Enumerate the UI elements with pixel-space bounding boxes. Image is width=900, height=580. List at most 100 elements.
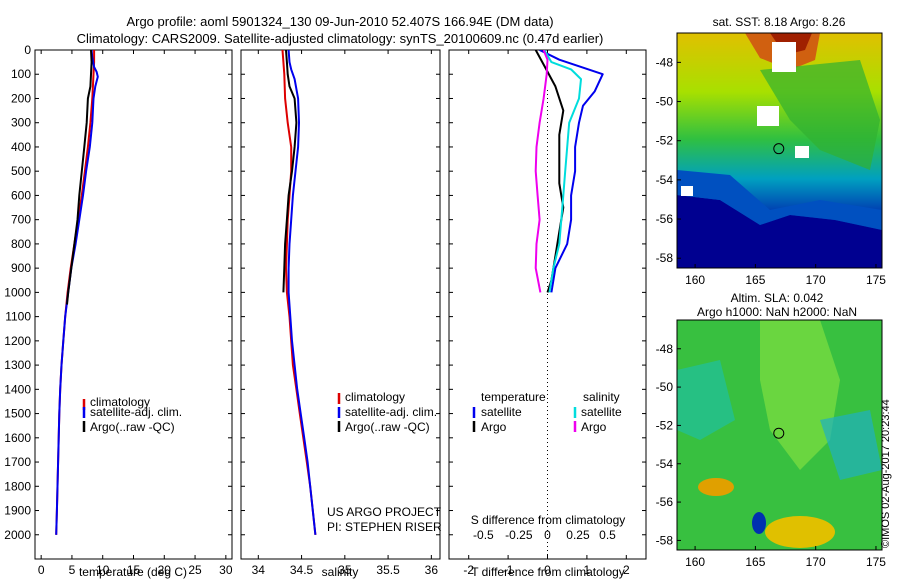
depth-tick-label: 1200 (4, 334, 31, 348)
x-tick-label: 25 (188, 563, 202, 577)
x-tick-label: -1 (503, 563, 514, 577)
sla-positive-anomaly-2 (765, 516, 835, 548)
sst-argo-position-marker (773, 143, 785, 155)
depth-tick-label: 200 (11, 91, 31, 105)
depth-tick-label: 0 (24, 43, 31, 57)
lat-tick-label: -52 (656, 418, 674, 432)
x-tick-label: 30 (219, 563, 233, 577)
depth-tick-label: 1000 (4, 285, 31, 299)
depth-tick-label: 500 (11, 164, 31, 178)
lat-tick-label: -56 (656, 212, 674, 226)
depth-tick-label: 600 (11, 188, 31, 202)
difference-xlabel-top: S difference from climatology (471, 513, 626, 527)
legend-s-argo: Argo (581, 420, 607, 434)
x-tick-label: 2 (623, 563, 630, 577)
salinity-series (281, 50, 317, 535)
lon-tick-label: 165 (745, 273, 765, 287)
series-line-temperature-satellite (539, 50, 604, 293)
sst-missing-data-4 (681, 186, 693, 196)
lat-tick-label: -50 (656, 380, 674, 394)
lon-tick-label: 160 (685, 273, 705, 287)
legend-title-temperature: temperature (481, 390, 546, 404)
x-tick-label: 35 (338, 563, 352, 577)
sst-map-panel: sat. SST: 8.18 Argo: 8.26 160 165 170 175 -… (656, 15, 887, 287)
lat-tick-label: -50 (656, 95, 674, 109)
salinity-xlabel: salinity (322, 565, 359, 579)
salinity-difference-tick-label: -0.5 (473, 528, 494, 542)
imos-credit: ©IMOS 02-Aug-2017 20:23:44 (880, 399, 892, 548)
x-tick-label: 20 (158, 563, 172, 577)
sst-map-title: sat. SST: 8.18 Argo: 8.26 (713, 15, 846, 29)
lat-tick-label: -52 (656, 134, 674, 148)
lat-tick-label: -58 (656, 533, 674, 547)
x-tick-label: 0 (38, 563, 45, 577)
x-tick-label: 1 (584, 563, 591, 577)
salinity-legend-climatology: climatology (345, 390, 405, 404)
series-line-salinity-argo (534, 50, 549, 293)
lon-tick-label: 170 (806, 555, 826, 569)
depth-tick-label: 1300 (4, 358, 31, 372)
difference-x-axis: -2 -1 0 1 2 (463, 50, 630, 577)
temperature-legend-argo: Argo(..raw -QC) (90, 420, 175, 434)
salinity-difference-tick-label: 0 (544, 528, 551, 542)
depth-tick-label: 300 (11, 116, 31, 130)
x-tick-label: 34 (252, 563, 266, 577)
sst-map-frame (676, 32, 883, 269)
x-tick-label: 0 (544, 563, 551, 577)
lat-tick-label: -48 (656, 342, 674, 356)
salinity-legend-satellite: satellite-adj. clim. (345, 405, 437, 419)
temperature-legend-satellite: satellite-adj. clim. (90, 405, 182, 419)
series-line-salinity-satellite (543, 50, 582, 293)
lon-tick-label: 170 (806, 273, 826, 287)
salinity-legend-argo: Argo(..raw -QC) (345, 420, 430, 434)
depth-tick-label: 900 (11, 261, 31, 275)
temperature-xlabel: temperature (deg C) (79, 565, 187, 579)
salinity-depth-ticks (241, 49, 440, 536)
depth-tick-label: 1800 (4, 479, 31, 493)
lat-tick-label: -58 (656, 251, 674, 265)
series-line-satellite-adj-clim- (287, 50, 317, 535)
sla-map-lon-axis: 160 165 170 175 (685, 546, 886, 569)
temperature-series (55, 50, 99, 535)
pi-label: PI: STEPHEN RISER (327, 520, 442, 534)
salinity-difference-tick-labels: -0.5 -0.25 0 0.25 0.5 (473, 528, 616, 542)
project-label: US ARGO PROJECT (327, 505, 442, 519)
sla-positive-anomaly (698, 478, 734, 496)
depth-tick-label: 700 (11, 213, 31, 227)
salinity-difference-tick-label: -0.25 (505, 528, 533, 542)
difference-xlabel: T difference from climatology (471, 565, 625, 579)
sla-map-frame (676, 319, 883, 551)
depth-tick-label: 1100 (5, 310, 31, 324)
temperature-x-axis: 0 5 10 15 20 25 30 (38, 50, 233, 577)
x-tick-label: 36 (425, 563, 439, 577)
x-tick-label: -2 (463, 563, 474, 577)
x-tick-label: 10 (96, 563, 110, 577)
lat-tick-label: -48 (656, 55, 674, 69)
series-line-argo-raw-qc- (282, 50, 298, 293)
temperature-panel: 0100200300400500600700800900100011001200… (4, 43, 233, 579)
x-tick-label: 34.5 (290, 563, 314, 577)
salinity-difference-tick-label: 0.5 (599, 528, 616, 542)
depth-tick-label: 100 (11, 67, 31, 81)
sst-map-lon-axis: 160 165 170 175 (685, 264, 886, 287)
sla-negative-anomaly (752, 512, 766, 534)
sst-map-lat-axis: -48 -50 -52 -54 -56 -58 (656, 55, 681, 265)
sst-cold-mid (677, 170, 882, 230)
sst-cold-water (677, 195, 882, 268)
depth-tick-label: 800 (11, 237, 31, 251)
sla-argo-position-marker (773, 427, 785, 439)
depth-tick-label: 1500 (4, 407, 31, 421)
lon-tick-label: 175 (866, 555, 886, 569)
x-tick-label: 15 (127, 563, 141, 577)
salinity-plot-frame (240, 49, 441, 560)
salinity-panel: 34 34.5 35 35.5 36 salinity climatology sate… (240, 49, 442, 579)
legend-s-satellite: satellite (581, 405, 622, 419)
legend-title-salinity: salinity (583, 390, 620, 404)
lon-tick-label: 165 (745, 555, 765, 569)
x-tick-label: 5 (69, 563, 76, 577)
depth-tick-label: 400 (11, 140, 31, 154)
sla-map-panel: Altim. SLA: 0.042 Argo h1000: NaN h2000:… (656, 291, 887, 569)
legend-t-satellite: satellite (481, 405, 522, 419)
sst-green-tongue (760, 60, 880, 170)
